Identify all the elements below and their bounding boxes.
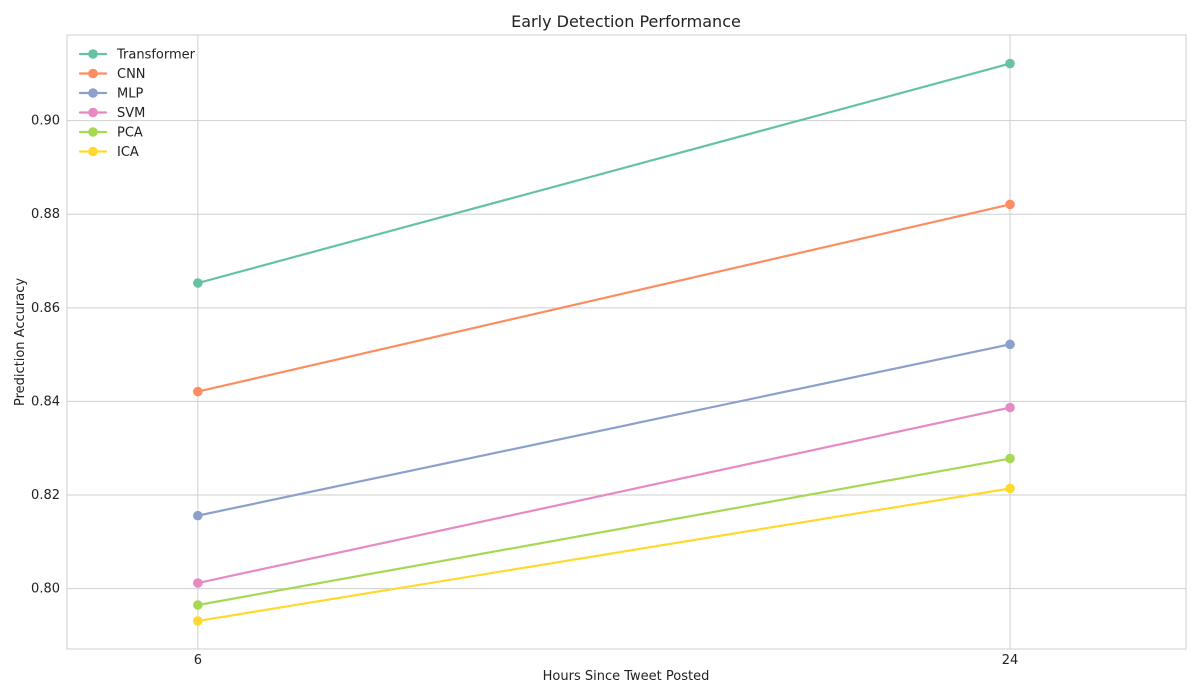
data-point [1005,453,1015,464]
y-tick-label: 0.88 [31,207,60,222]
data-point [193,616,203,626]
legend-label: Transformer [116,48,196,63]
data-point [1005,199,1015,210]
plot-frame [66,34,1187,650]
legend-label: ICA [117,145,139,160]
series-line [196,406,1012,585]
data-point [1005,58,1015,69]
legend-label: SVM [117,106,145,121]
data-point [1005,339,1015,350]
series-line [196,343,1012,517]
data-point [193,386,203,397]
y-axis-label: Prediction Accuracy [13,278,28,406]
y-tick-label: 0.80 [31,582,60,597]
y-tick-label: 0.82 [31,488,60,503]
legend-label: PCA [117,126,143,141]
plot-area: 0.80 0.82 0.84 0.86 0.88 0.90 6 24 [31,34,1187,668]
data-point [193,278,203,288]
legend-marker [88,49,98,59]
legend-label: CNN [117,67,146,82]
x-tick-label: 6 [194,653,202,668]
data-point [193,578,203,588]
x-axis-label: Hours Since Tweet Posted [543,669,710,684]
data-point [1005,402,1015,413]
data-point [1005,483,1015,494]
x-tick-label: 24 [1002,653,1019,668]
data-point [193,600,203,610]
chart-title: Early Detection Performance [511,12,741,31]
y-tick-label: 0.90 [31,114,60,129]
legend-marker [88,88,98,98]
legend: Transformer CNN MLP SVM PCA ICA [78,48,196,160]
y-tick-label: 0.84 [31,394,60,409]
series-line [196,203,1012,393]
legend-marker [88,146,98,157]
series-line [196,487,1012,623]
legend-label: MLP [117,87,143,102]
legend-marker [88,107,98,118]
series-line [196,457,1012,607]
y-tick-label: 0.86 [31,301,60,316]
data-point [193,510,203,521]
legend-marker [88,68,98,79]
series-line [196,62,1012,285]
legend-marker [88,127,98,137]
